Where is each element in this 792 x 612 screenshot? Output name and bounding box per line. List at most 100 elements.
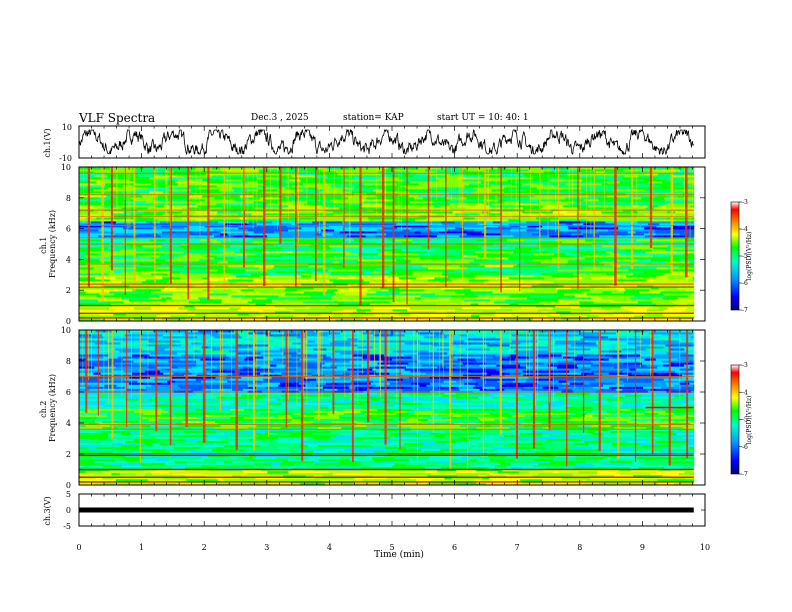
spectro-cell xyxy=(178,470,203,474)
spectro-cell xyxy=(341,464,349,468)
spectro-cell xyxy=(549,434,586,438)
spectro-cell xyxy=(185,253,203,256)
spectro-cell xyxy=(545,416,572,419)
spectro-cell xyxy=(193,350,202,353)
spectro-cell xyxy=(256,424,287,427)
spectro-cell xyxy=(177,183,190,186)
spectro-cell xyxy=(160,422,176,425)
spectro-cell xyxy=(204,295,232,298)
spectro-cell xyxy=(145,386,181,389)
spectro-cell xyxy=(266,388,300,391)
spectro-cell xyxy=(399,291,432,294)
spectro-cell xyxy=(245,295,279,298)
spectro-cell xyxy=(674,251,695,254)
burst-streak xyxy=(519,167,521,292)
spectro-cell xyxy=(611,442,623,446)
spectro-cell xyxy=(352,311,366,314)
spectro-cell xyxy=(676,432,695,436)
spectro-cell xyxy=(221,191,229,194)
spectro-cell xyxy=(672,185,695,188)
spectro-cell xyxy=(275,213,294,216)
spectro-cell xyxy=(144,291,152,294)
spectro-cell xyxy=(484,225,499,228)
spectro-cell xyxy=(284,366,303,369)
spectro-cell xyxy=(613,299,644,302)
burst-streak xyxy=(270,167,271,213)
spectro-cell xyxy=(261,354,293,357)
spectro-cell xyxy=(124,416,143,419)
spectro-cell xyxy=(646,279,654,282)
spectro-cell xyxy=(218,400,234,403)
spectro-cell xyxy=(537,241,563,244)
spectro-cell xyxy=(141,464,177,468)
spectro-cell xyxy=(308,406,321,409)
spectro-cell xyxy=(330,271,364,274)
spectro-cell xyxy=(446,376,464,379)
spectro-cell xyxy=(154,346,170,349)
spectro-cell xyxy=(304,414,340,417)
spectro-cell xyxy=(124,257,151,260)
spectro-cell xyxy=(286,464,307,468)
spectro-cell xyxy=(97,386,118,389)
spectro-cell xyxy=(295,211,310,214)
spectro-cell xyxy=(552,470,560,474)
spectro-cell xyxy=(427,370,458,373)
spectro-cell xyxy=(129,315,146,318)
spectro-cell xyxy=(596,460,610,464)
spectro-cell xyxy=(672,414,692,417)
spectro-cell xyxy=(274,350,302,353)
spectro-cell xyxy=(312,231,341,234)
spectro-cell xyxy=(231,303,250,306)
spectro-cell xyxy=(197,336,215,339)
spectro-cell xyxy=(173,257,193,260)
spectro-cell xyxy=(621,418,631,421)
spectro-cell xyxy=(588,279,618,282)
spectro-cell xyxy=(315,472,334,476)
spectro-cell xyxy=(486,362,497,365)
spectro-cell xyxy=(526,221,560,224)
spectro-cell xyxy=(409,376,431,379)
spectro-cell xyxy=(239,372,261,375)
spectro-cell xyxy=(164,287,176,290)
spectro-cell xyxy=(124,261,135,264)
spectro-cell xyxy=(309,261,334,264)
spectro-cell xyxy=(204,370,212,373)
spectro-cell xyxy=(412,279,429,282)
spectro-cell xyxy=(169,279,202,282)
spectro-cell xyxy=(482,313,495,316)
spectro-cell xyxy=(346,205,362,208)
spectro-cell xyxy=(197,398,226,401)
spectro-cell xyxy=(348,464,371,468)
spectro-cell xyxy=(481,247,508,250)
spectro-cell xyxy=(285,307,311,310)
spectro-cell xyxy=(522,281,537,284)
spectro-cell xyxy=(376,291,401,294)
spectro-cell xyxy=(240,307,262,310)
spectro-cell xyxy=(666,217,690,220)
burst-streak xyxy=(631,167,634,270)
spectro-cell xyxy=(400,185,434,188)
spectro-cell xyxy=(79,295,97,298)
spectro-cell xyxy=(459,195,482,198)
spectro-cell xyxy=(191,289,203,292)
spectro-cell xyxy=(188,231,222,234)
spectro-cell xyxy=(369,225,395,228)
spectro-cell xyxy=(255,474,284,478)
spectro-cell xyxy=(158,382,172,385)
spectro-cell xyxy=(372,368,406,371)
spectro-cell xyxy=(424,269,456,272)
spectro-cell xyxy=(279,235,307,238)
burst-streak xyxy=(333,167,335,210)
spectro-cell xyxy=(296,346,333,349)
spectro-cell xyxy=(464,219,474,222)
spectro-cell xyxy=(494,464,506,468)
spectro-cell xyxy=(358,450,375,454)
spectro-cell xyxy=(188,416,200,419)
spectro-cell xyxy=(599,235,627,238)
spectro-cell xyxy=(503,201,520,204)
spectro-cell xyxy=(488,454,507,458)
spectro-cell xyxy=(494,330,513,333)
spectro-cell xyxy=(183,334,211,337)
spectro-cell xyxy=(571,398,586,401)
spectro-cell xyxy=(356,261,392,264)
